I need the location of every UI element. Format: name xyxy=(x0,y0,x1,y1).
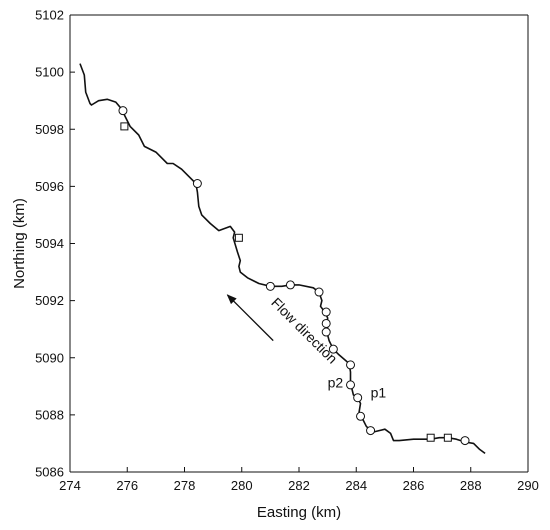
x-axis-ticks: 274 276 278 280 282 284 286 288 290 xyxy=(59,467,539,493)
circle-marker xyxy=(321,327,331,337)
flow-direction-arrow xyxy=(226,294,274,342)
x-tick-label: 280 xyxy=(231,478,253,493)
circle-marker xyxy=(353,393,363,403)
circle-marker xyxy=(321,318,331,328)
y-axis-ticks: 5086 5088 5090 5092 5094 5096 5098 5100 5102 xyxy=(35,8,75,480)
x-tick-label: 274 xyxy=(59,478,81,493)
y-tick-label: 5098 xyxy=(35,122,64,137)
x-tick-label: 288 xyxy=(460,478,482,493)
y-tick-label: 5092 xyxy=(35,293,64,308)
y-tick-label: 5094 xyxy=(35,236,64,251)
y-tick-label: 5100 xyxy=(35,65,64,80)
series-layer xyxy=(79,63,486,455)
circle-marker xyxy=(192,179,202,189)
x-tick-label: 282 xyxy=(288,478,310,493)
circle-marker xyxy=(366,426,376,436)
circle-marker xyxy=(118,106,128,116)
plot-frame xyxy=(69,14,529,473)
river-trace-line xyxy=(79,63,486,455)
square-marker xyxy=(120,122,129,131)
marker-layer xyxy=(118,106,470,446)
circle-marker xyxy=(328,344,338,354)
circle-marker xyxy=(285,280,295,290)
annotation-label: p1 xyxy=(371,385,387,401)
circle-marker xyxy=(356,411,366,421)
square-marker xyxy=(443,433,452,442)
circle-marker xyxy=(460,436,470,446)
circle-marker xyxy=(346,360,356,370)
y-tick-label: 5088 xyxy=(35,407,64,422)
x-axis-title: Easting (km) xyxy=(257,504,341,521)
y-tick-label: 5102 xyxy=(35,8,64,23)
circle-marker xyxy=(314,287,324,297)
circle-marker xyxy=(265,281,275,291)
y-tick-label: 5090 xyxy=(35,350,64,365)
x-tick-label: 276 xyxy=(116,478,138,493)
y-tick-label: 5086 xyxy=(35,465,64,480)
annotation-label: p2 xyxy=(328,375,344,391)
square-marker xyxy=(234,233,243,242)
x-tick-label: 286 xyxy=(403,478,425,493)
square-marker xyxy=(426,433,435,442)
circle-marker xyxy=(346,380,356,390)
x-tick-label: 290 xyxy=(517,478,539,493)
y-tick-label: 5096 xyxy=(35,179,64,194)
x-tick-label: 284 xyxy=(345,478,367,493)
y-axis-title: Northing (km) xyxy=(11,198,28,289)
circle-marker xyxy=(321,307,331,317)
x-tick-label: 278 xyxy=(174,478,196,493)
